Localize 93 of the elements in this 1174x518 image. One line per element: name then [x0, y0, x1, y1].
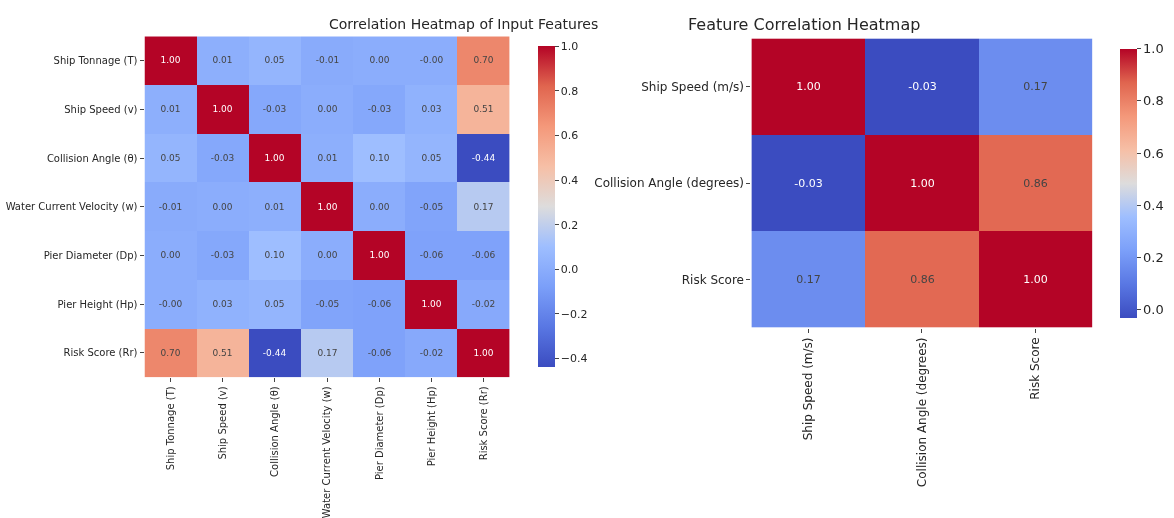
data-label: -0.01	[315, 55, 340, 66]
data-label: 0.00	[160, 250, 181, 261]
color-bar-label: −0.4	[560, 352, 588, 366]
data-label: -0.06	[367, 299, 392, 310]
color-bar-label: 0.4	[1143, 197, 1164, 213]
data-label: 0.05	[160, 153, 181, 164]
x-tick-label: Ship Speed (v)	[217, 386, 229, 460]
color-bar-label: 1.0	[1143, 41, 1164, 57]
color-bar-label: 1.0	[560, 40, 579, 54]
data-label: 0.70	[160, 348, 181, 359]
data-label: 0.05	[264, 299, 285, 310]
data-label: 0.03	[212, 299, 233, 310]
data-label: 0.51	[212, 348, 233, 359]
data-label: 0.03	[421, 104, 442, 115]
data-label: -0.05	[315, 299, 340, 310]
data-label: 0.00	[369, 202, 390, 213]
data-label: -0.05	[419, 202, 444, 213]
color-bar-label: 0.6	[560, 129, 579, 143]
y-tick-label: Ship Speed (v)	[64, 103, 138, 115]
x-tick-label: Pier Diameter (Dp)	[373, 386, 385, 481]
data-label: 0.17	[1023, 80, 1048, 94]
data-label: 0.01	[317, 153, 338, 164]
chart-title: Feature Correlation Heatmap	[688, 15, 921, 34]
color-bar-label: 0.8	[1143, 93, 1164, 109]
x-tick-label: Pier Height (Hp)	[425, 386, 437, 467]
color-bar-label: 0.6	[1143, 145, 1164, 161]
chart-title: Correlation Heatmap of Input Features	[329, 16, 599, 32]
data-label: 1.00	[910, 177, 935, 191]
data-label: 1.00	[1023, 273, 1048, 287]
data-label: 1.00	[317, 202, 338, 213]
y-tick-label: Ship Speed (m/s)	[641, 79, 744, 94]
data-label: 0.86	[1023, 177, 1048, 191]
color-bar-label: 0.8	[560, 84, 579, 98]
data-label: 1.00	[473, 348, 494, 359]
data-label: 0.01	[160, 104, 181, 115]
data-label: -0.00	[158, 299, 183, 310]
data-label: 0.10	[264, 250, 285, 261]
data-label: 0.01	[264, 202, 285, 213]
data-label: -0.02	[419, 348, 444, 359]
y-tick-label: Pier Height (Hp)	[57, 298, 138, 310]
data-label: -0.03	[908, 80, 937, 94]
color-bar-label: 0.2	[560, 218, 579, 232]
x-tick-label: Collision Angle (degrees)	[914, 337, 929, 488]
data-label: -0.01	[158, 202, 183, 213]
color-bar-label: 0.2	[1143, 250, 1164, 266]
data-label: 0.00	[369, 55, 390, 66]
data-label: -0.03	[210, 250, 235, 261]
data-label: -0.44	[471, 153, 496, 164]
data-label: 1.00	[369, 250, 390, 261]
x-tick-label: Collision Angle (θ)	[269, 386, 281, 477]
data-label: 0.05	[264, 55, 285, 66]
x-tick-label: Risk Score	[1028, 337, 1043, 400]
data-label: 1.00	[212, 104, 233, 115]
data-label: 0.17	[317, 348, 338, 359]
y-tick-label: Collision Angle (θ)	[46, 152, 138, 164]
data-label: 1.00	[160, 55, 181, 66]
data-label: 0.00	[317, 250, 338, 261]
data-label: -0.03	[210, 153, 235, 164]
color-bar-label: 0.0	[560, 263, 579, 277]
color-bar-label: −0.2	[560, 307, 588, 321]
data-label: -0.03	[794, 177, 823, 191]
data-label: 1.00	[421, 299, 442, 310]
data-label: 0.70	[473, 55, 494, 66]
y-tick-label: Risk Score (Rr)	[63, 347, 138, 359]
data-label: 0.05	[421, 153, 442, 164]
data-label: -0.06	[367, 348, 392, 359]
data-label: 0.00	[317, 104, 338, 115]
data-label: 1.00	[264, 153, 285, 164]
data-label: -0.02	[471, 299, 496, 310]
data-label: 0.01	[212, 55, 233, 66]
y-tick-label: Collision Angle (degrees)	[594, 176, 744, 191]
data-label: 1.00	[796, 80, 821, 94]
x-tick-label: Ship Speed (m/s)	[801, 337, 816, 441]
x-tick-label: Risk Score (Rr)	[477, 386, 489, 461]
y-tick-label: Risk Score	[681, 272, 744, 287]
data-label: 0.00	[212, 202, 233, 213]
data-label: -0.06	[419, 250, 444, 261]
data-label: -0.03	[262, 104, 287, 115]
data-label: -0.44	[262, 348, 287, 359]
y-tick-label: Ship Tonnage (T)	[53, 55, 138, 67]
data-label: 0.17	[796, 273, 821, 287]
data-label: 0.51	[473, 104, 494, 115]
data-label: 0.17	[473, 202, 494, 213]
color-bar-label: 0.4	[560, 173, 579, 187]
data-label: -0.06	[471, 250, 496, 261]
color-bar-label: 0.0	[1143, 302, 1164, 318]
y-tick-label: Pier Diameter (Dp)	[43, 250, 138, 262]
x-tick-label: Water Current Velocity (w)	[321, 386, 333, 518]
data-label: 0.86	[910, 273, 935, 287]
y-tick-label: Water Current Velocity (w)	[5, 201, 138, 213]
data-label: 0.10	[369, 153, 390, 164]
data-label: -0.00	[419, 55, 444, 66]
data-label: -0.03	[367, 104, 392, 115]
